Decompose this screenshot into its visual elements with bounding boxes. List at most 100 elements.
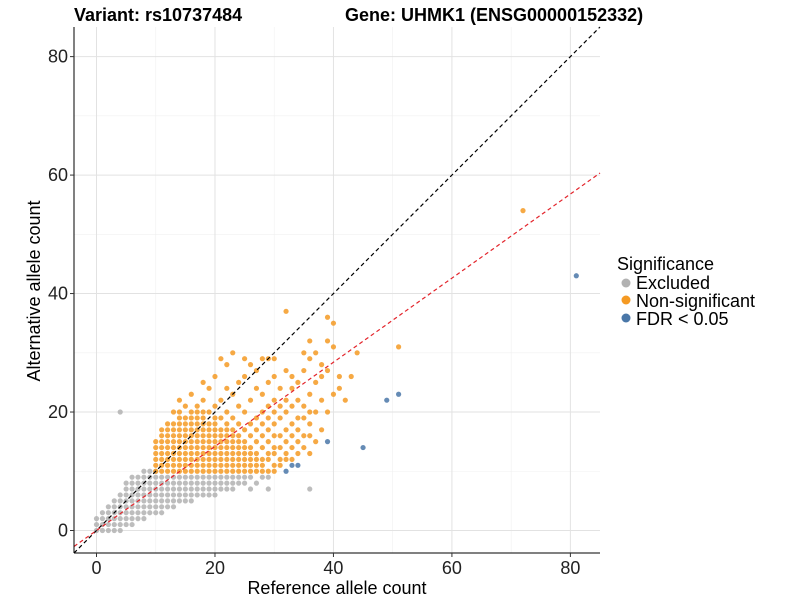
point-non-significant bbox=[241, 456, 248, 463]
point-non-significant bbox=[348, 373, 354, 380]
point-non-significant bbox=[283, 450, 289, 457]
point-non-significant bbox=[230, 439, 236, 445]
point-non-significant bbox=[200, 427, 206, 433]
point-non-significant bbox=[224, 433, 230, 439]
point-non-significant bbox=[182, 450, 188, 457]
point-non-significant bbox=[224, 362, 230, 368]
point-excluded bbox=[206, 492, 212, 498]
point-non-significant bbox=[241, 468, 248, 474]
point-non-significant bbox=[277, 444, 283, 451]
point-excluded bbox=[247, 486, 254, 492]
legend-swatch-fdr bbox=[621, 313, 631, 323]
legend-item-fdr: FDR < 0.05 bbox=[621, 309, 729, 329]
point-excluded bbox=[99, 516, 106, 522]
legend-swatch-non-significant bbox=[621, 295, 631, 305]
point-non-significant bbox=[295, 397, 301, 403]
point-excluded bbox=[241, 474, 248, 480]
point-excluded bbox=[129, 521, 135, 528]
point-excluded bbox=[170, 498, 177, 504]
point-excluded bbox=[129, 510, 135, 516]
point-non-significant bbox=[247, 421, 254, 427]
point-fdr-0-05 bbox=[295, 462, 301, 468]
point-non-significant bbox=[236, 462, 242, 468]
point-excluded bbox=[188, 492, 194, 498]
point-non-significant bbox=[259, 456, 265, 463]
point-non-significant bbox=[354, 350, 360, 356]
point-excluded bbox=[182, 492, 188, 498]
point-excluded bbox=[188, 486, 194, 492]
point-non-significant bbox=[271, 356, 277, 362]
point-non-significant bbox=[307, 391, 313, 397]
point-non-significant bbox=[212, 456, 218, 463]
point-non-significant bbox=[224, 450, 230, 457]
point-excluded bbox=[224, 486, 230, 492]
point-non-significant bbox=[212, 439, 218, 445]
point-non-significant bbox=[253, 385, 260, 391]
point-non-significant bbox=[200, 433, 206, 439]
point-non-significant bbox=[194, 468, 200, 474]
x-tick-label: 80 bbox=[560, 558, 580, 578]
point-non-significant bbox=[218, 433, 224, 439]
point-non-significant bbox=[153, 444, 159, 451]
point-excluded bbox=[123, 486, 129, 492]
point-non-significant bbox=[230, 468, 236, 474]
point-non-significant bbox=[265, 450, 271, 457]
point-non-significant bbox=[289, 444, 295, 451]
point-non-significant bbox=[277, 403, 283, 409]
point-non-significant bbox=[230, 450, 236, 457]
point-excluded bbox=[164, 480, 171, 486]
point-non-significant bbox=[218, 468, 224, 474]
point-excluded bbox=[176, 486, 183, 492]
point-non-significant bbox=[271, 450, 277, 457]
point-excluded bbox=[182, 498, 188, 504]
point-non-significant bbox=[259, 356, 265, 362]
point-non-significant bbox=[224, 421, 230, 427]
point-non-significant bbox=[313, 350, 319, 356]
point-excluded bbox=[176, 492, 183, 498]
point-non-significant bbox=[330, 344, 337, 350]
point-excluded bbox=[188, 498, 194, 504]
point-excluded bbox=[159, 480, 165, 486]
point-non-significant bbox=[324, 338, 331, 344]
point-non-significant bbox=[188, 421, 194, 427]
point-excluded bbox=[141, 474, 147, 480]
point-excluded bbox=[153, 498, 159, 504]
point-non-significant bbox=[230, 462, 236, 468]
point-non-significant bbox=[224, 444, 230, 451]
point-excluded bbox=[105, 504, 111, 510]
point-non-significant bbox=[236, 468, 242, 474]
point-non-significant bbox=[307, 356, 313, 362]
point-non-significant bbox=[224, 439, 230, 445]
point-non-significant bbox=[277, 433, 283, 439]
point-excluded bbox=[135, 504, 141, 510]
point-excluded bbox=[117, 409, 123, 415]
point-non-significant bbox=[230, 415, 236, 421]
point-excluded bbox=[218, 486, 224, 492]
point-non-significant bbox=[247, 456, 254, 463]
point-non-significant bbox=[200, 397, 206, 403]
point-non-significant bbox=[206, 427, 212, 433]
point-non-significant bbox=[271, 409, 277, 415]
point-excluded bbox=[147, 468, 153, 474]
point-non-significant bbox=[283, 367, 289, 374]
point-excluded bbox=[129, 486, 135, 492]
point-excluded bbox=[241, 480, 248, 486]
point-excluded bbox=[117, 521, 123, 528]
point-non-significant bbox=[265, 379, 271, 386]
point-excluded bbox=[206, 486, 212, 492]
reference-line bbox=[73, 172, 601, 547]
point-non-significant bbox=[307, 450, 313, 457]
point-non-significant bbox=[247, 362, 254, 368]
point-non-significant bbox=[318, 397, 325, 403]
point-non-significant bbox=[224, 462, 230, 468]
point-non-significant bbox=[236, 450, 242, 457]
point-non-significant bbox=[182, 421, 188, 427]
point-non-significant bbox=[259, 468, 265, 474]
point-non-significant bbox=[396, 344, 402, 350]
point-non-significant bbox=[259, 391, 265, 397]
point-non-significant bbox=[330, 391, 337, 397]
point-excluded bbox=[253, 480, 260, 486]
point-non-significant bbox=[330, 320, 337, 326]
point-fdr-0-05 bbox=[396, 391, 402, 397]
